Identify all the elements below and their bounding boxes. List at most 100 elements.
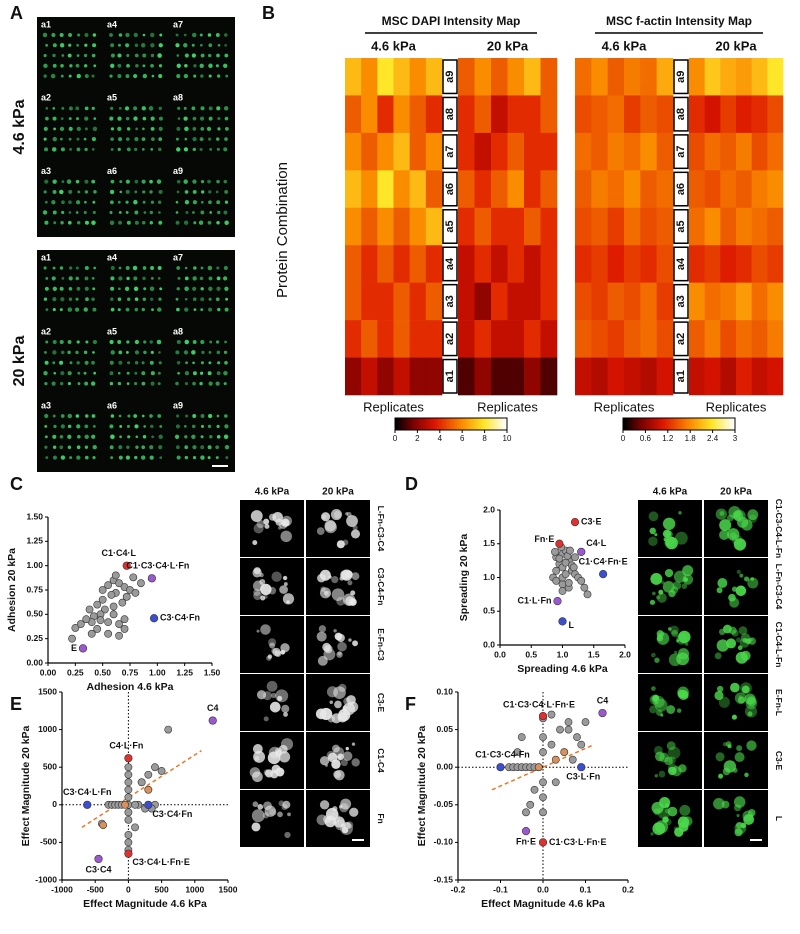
spot xyxy=(125,137,130,141)
colorbar-step xyxy=(407,418,410,430)
cell-blob xyxy=(678,511,682,515)
heatmap-cell xyxy=(361,95,378,134)
colorbar-step xyxy=(443,418,446,430)
heatmap-cell xyxy=(751,95,768,134)
spot xyxy=(68,189,73,194)
cell-blob xyxy=(649,705,658,714)
spot xyxy=(126,63,130,68)
heatmap-cell xyxy=(720,132,737,171)
spot xyxy=(110,147,114,151)
heatmap-cell xyxy=(507,170,525,209)
spot xyxy=(143,425,147,428)
spot xyxy=(44,360,49,365)
heatmap-cell xyxy=(767,132,784,171)
colorbar-step xyxy=(647,418,650,430)
colorbar-step xyxy=(431,418,434,430)
micrograph xyxy=(240,558,304,615)
heatmap-cell xyxy=(524,58,541,96)
heatmap-cell xyxy=(524,95,541,134)
heatmap-cell xyxy=(393,320,410,358)
heatmap-cell xyxy=(720,245,737,283)
cell-blob xyxy=(256,629,260,633)
spot xyxy=(193,308,197,312)
spot xyxy=(84,424,89,429)
cell-blob xyxy=(730,682,740,693)
cell-blob xyxy=(347,701,359,713)
spot xyxy=(68,43,72,47)
spot xyxy=(134,424,139,429)
spot xyxy=(223,265,228,271)
colorbar-step xyxy=(665,418,668,430)
x-tick-label: 0.0 xyxy=(537,884,549,894)
spot xyxy=(176,126,181,131)
colorbar-step xyxy=(417,418,420,430)
point xyxy=(530,785,539,794)
cell-blob xyxy=(674,531,688,545)
micrograph xyxy=(638,674,702,731)
cell-blob xyxy=(714,652,722,660)
spot xyxy=(127,297,131,301)
heatmap-cell xyxy=(624,245,641,283)
y-tick-label: 0.00 xyxy=(436,761,453,771)
spot xyxy=(83,350,88,355)
point-label: E xyxy=(71,643,77,653)
heatmap-cell xyxy=(689,282,705,321)
micrograph xyxy=(704,616,768,673)
cell-blob xyxy=(654,533,658,537)
point xyxy=(96,616,105,625)
heatmap-cell xyxy=(720,282,737,321)
spot xyxy=(119,435,123,439)
spot xyxy=(148,106,154,111)
point xyxy=(534,763,543,772)
cell-blob xyxy=(736,569,741,574)
cell-blob xyxy=(269,769,279,779)
spot xyxy=(125,265,130,271)
cell-blob xyxy=(260,583,272,596)
spot xyxy=(142,33,146,37)
cell-blob xyxy=(331,759,341,769)
spot xyxy=(158,126,163,131)
spot xyxy=(44,286,49,291)
heatmap-cell xyxy=(751,357,768,396)
micrograph xyxy=(306,616,370,673)
spot xyxy=(51,32,56,38)
cell-blob xyxy=(279,585,288,594)
spot xyxy=(133,276,138,281)
spot xyxy=(193,221,197,225)
x-tick-label: 1.50 xyxy=(204,667,221,677)
heatmap-cell xyxy=(624,58,641,96)
cell-blob xyxy=(682,816,693,827)
spot xyxy=(134,297,139,301)
spot xyxy=(133,32,138,38)
micrograph-row: C1-C4 xyxy=(376,748,386,773)
cell-blob xyxy=(263,769,271,776)
spot xyxy=(133,199,138,205)
spot xyxy=(158,64,163,68)
spot xyxy=(118,360,123,365)
heatmap-cell xyxy=(393,170,410,209)
colorbar-step xyxy=(659,418,662,430)
heatmap-cell xyxy=(607,207,625,246)
heatmap-cell xyxy=(345,207,362,246)
spot xyxy=(184,307,189,312)
spot xyxy=(61,277,65,280)
heatmap-cell xyxy=(474,245,492,283)
spot xyxy=(59,286,64,291)
y-tick-label: 1.50 xyxy=(26,511,43,521)
point xyxy=(522,808,530,817)
heatmap-cell xyxy=(624,95,641,134)
spot xyxy=(61,210,65,215)
spot xyxy=(75,414,80,418)
spot xyxy=(150,371,155,376)
heatmap-cell xyxy=(689,58,705,96)
highlight-point xyxy=(553,597,562,606)
spot xyxy=(44,445,48,449)
colorbar-step xyxy=(449,418,452,430)
spot xyxy=(59,126,65,131)
cell-blob xyxy=(264,523,270,529)
spot xyxy=(110,434,115,440)
spot xyxy=(176,54,180,57)
colorbar-tick-label: 1.2 xyxy=(662,434,674,443)
spot xyxy=(77,435,81,439)
spot xyxy=(52,53,56,58)
